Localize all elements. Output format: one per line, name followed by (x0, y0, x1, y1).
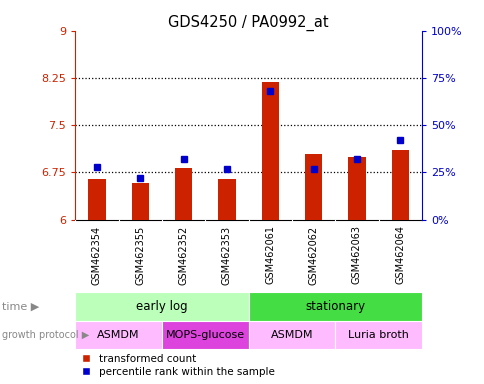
Text: GSM462063: GSM462063 (351, 225, 361, 285)
Bar (175, 168, 192, 220)
Text: GSM462353: GSM462353 (222, 225, 231, 285)
Bar (248, 293, 421, 321)
Text: stationary: stationary (304, 300, 364, 313)
Text: GSM462062: GSM462062 (308, 225, 318, 285)
Bar (75, 293, 248, 321)
Bar (334, 321, 421, 349)
Text: GSM462061: GSM462061 (265, 225, 274, 285)
Text: growth protocol ▶: growth protocol ▶ (2, 329, 90, 339)
Bar (218, 179, 235, 220)
Bar (261, 82, 278, 220)
Text: GSM462355: GSM462355 (135, 225, 145, 285)
Bar (75, 321, 162, 349)
Text: MOPS-glucose: MOPS-glucose (166, 329, 244, 339)
Text: time ▶: time ▶ (2, 301, 40, 311)
Legend: transformed count, percentile rank within the sample: transformed count, percentile rank withi… (80, 354, 274, 377)
Title: GDS4250 / PA0992_at: GDS4250 / PA0992_at (168, 15, 328, 31)
Text: GSM462352: GSM462352 (178, 225, 188, 285)
Text: GSM462064: GSM462064 (394, 225, 405, 285)
Bar (391, 151, 408, 220)
Bar (248, 321, 334, 349)
Text: GSM462354: GSM462354 (91, 225, 102, 285)
Bar (88, 179, 106, 220)
Text: Luria broth: Luria broth (348, 329, 408, 339)
Bar (162, 321, 248, 349)
Bar (131, 183, 149, 220)
Text: ASMDM: ASMDM (270, 329, 313, 339)
Text: ASMDM: ASMDM (97, 329, 139, 339)
Text: early log: early log (136, 300, 187, 313)
Bar (304, 154, 321, 220)
Bar (348, 157, 365, 220)
